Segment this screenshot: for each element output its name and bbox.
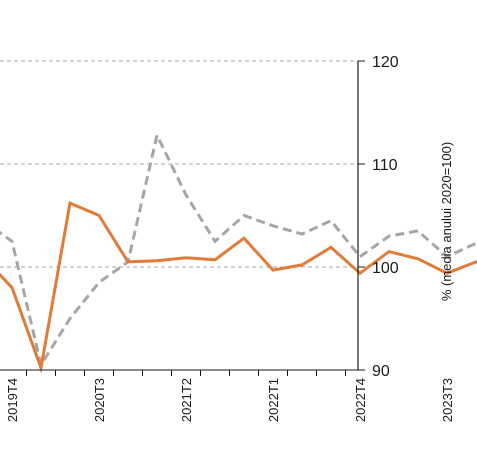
y-tick-label: 100 <box>372 260 399 277</box>
series-line-2 <box>0 130 477 369</box>
y-tick-label: 110 <box>372 157 398 174</box>
x-tick-label: 2023T3 <box>440 378 455 422</box>
series-lines <box>0 130 477 374</box>
x-tick-label: 2020T3 <box>92 378 107 422</box>
y-axis-ticks: 90 100 110 120 <box>358 54 399 380</box>
y-tick-label: 90 <box>372 363 390 380</box>
x-tick-label: 2022T1 <box>266 378 281 422</box>
y-tick-label: 120 <box>372 54 399 71</box>
x-axis-ticks: 2019T42020T32021T22022T12022T42023T32024… <box>5 370 455 422</box>
x-tick-label: 2019T4 <box>5 378 20 422</box>
x-tick-label: 2022T4 <box>353 378 368 422</box>
y-axis-label: % (media anului 2020=100) <box>439 142 454 301</box>
grid-lines <box>0 60 358 268</box>
series-line-1 <box>0 200 477 374</box>
x-tick-label: 2021T2 <box>179 378 194 422</box>
